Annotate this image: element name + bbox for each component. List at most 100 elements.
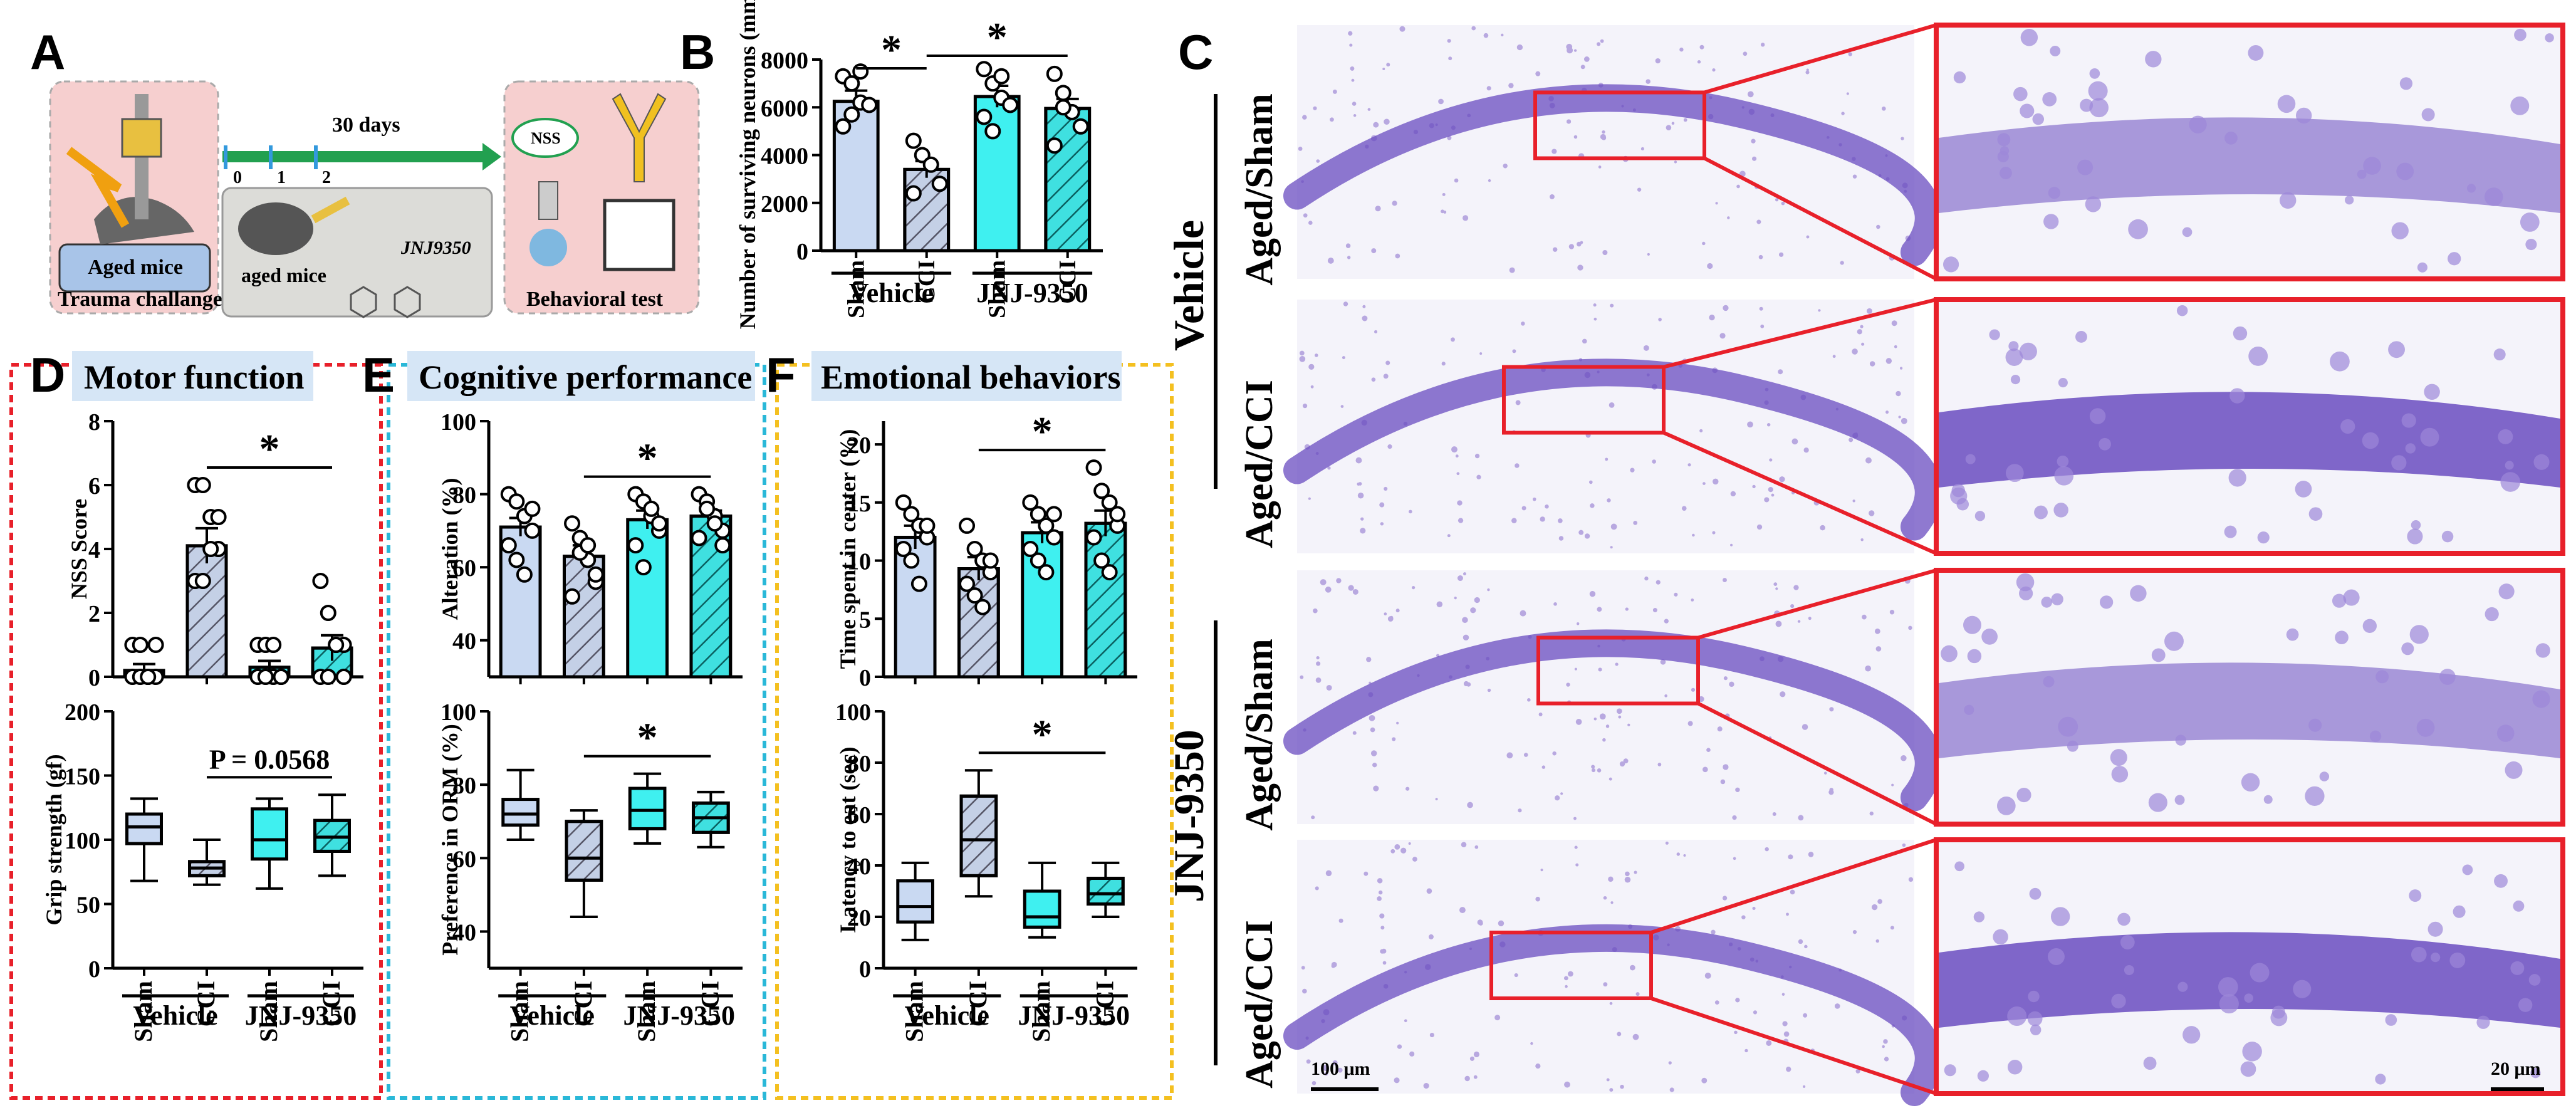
cell-dot — [1404, 1019, 1407, 1023]
cell-dot — [1882, 1045, 1885, 1048]
cell-dot — [1538, 712, 1543, 716]
cell-dot — [1683, 854, 1686, 857]
cell-dot — [1558, 536, 1564, 541]
cell-dot — [1625, 607, 1629, 611]
magnified-cell — [2117, 912, 2130, 926]
magnified-cell — [2496, 724, 2515, 742]
data-point — [905, 185, 922, 202]
group-label-jnj: JNJ-9350 — [1165, 729, 1212, 902]
magnified-cell — [2449, 952, 2466, 968]
cell-dot — [1582, 338, 1587, 344]
data-point — [524, 522, 541, 539]
cell-dot — [1660, 659, 1666, 665]
cell-dot — [1625, 871, 1630, 877]
cell-dot — [1790, 604, 1795, 609]
magnified-cell — [2308, 718, 2322, 732]
cell-dot — [1593, 717, 1597, 721]
magnified-cell — [2176, 305, 2188, 316]
cell-dot — [1591, 768, 1596, 773]
cell-dot — [1781, 993, 1785, 996]
cell-dot — [1392, 737, 1396, 741]
cell-dot — [1875, 646, 1882, 652]
cell-dot — [1719, 333, 1726, 339]
magnified-cell — [2510, 96, 2530, 115]
box-hatch — [565, 820, 603, 882]
cell-dot — [1623, 758, 1629, 764]
cell-dot — [1703, 482, 1706, 485]
zoom-connector — [1697, 701, 1937, 826]
magnified-cell — [2484, 187, 2503, 206]
cell-dot — [1377, 878, 1383, 884]
magnified-cell — [2058, 716, 2078, 737]
magnified-cell — [2466, 184, 2476, 193]
row-label: Aged/CCI — [1238, 920, 1281, 1089]
cell-dot — [1885, 358, 1892, 364]
data-point — [1072, 118, 1089, 135]
cell-dot — [1664, 619, 1669, 624]
cell-dot — [1679, 47, 1684, 52]
tick-1: 1 — [277, 168, 286, 187]
x-category-label: Sham — [843, 260, 869, 318]
cell-dot — [1771, 493, 1775, 497]
cell-dot — [1666, 125, 1672, 130]
cell-dot — [1610, 303, 1614, 308]
y-tick-label: 10 — [847, 549, 871, 575]
cell-dot — [1512, 349, 1516, 353]
magnified-cell — [2462, 864, 2473, 875]
cell-dot — [1308, 221, 1313, 225]
data-point — [931, 175, 948, 192]
cell-dot — [1606, 1078, 1610, 1082]
magnified-cell — [2054, 466, 2074, 486]
data-point — [861, 97, 878, 113]
cell-dot — [1470, 607, 1476, 614]
cell-dot — [1865, 457, 1872, 464]
x-category-label: CCI — [317, 981, 345, 1027]
cell-dot — [1772, 812, 1776, 817]
cell-dot — [1327, 258, 1334, 264]
cell-dot — [1464, 1075, 1470, 1082]
cell-dot — [1540, 869, 1543, 872]
significance-label: * — [881, 27, 902, 73]
y-tick-label: 80 — [452, 773, 476, 799]
cell-dot — [1362, 305, 1366, 308]
magnified-cell — [2057, 455, 2069, 468]
cell-dot — [1474, 597, 1480, 604]
cell-dot — [1871, 904, 1878, 911]
cell-dot — [1426, 888, 1432, 894]
data-point — [852, 63, 869, 80]
cell-dot — [1602, 130, 1605, 134]
significance-label: * — [637, 436, 658, 481]
cell-dot — [1806, 235, 1810, 239]
cell-dot — [1308, 363, 1315, 370]
y-tick-label: 0 — [859, 665, 871, 691]
cell-dot — [1474, 845, 1479, 849]
y-tick-label: 60 — [452, 555, 476, 582]
cell-dot — [1668, 1061, 1672, 1065]
cell-dot — [1766, 423, 1771, 427]
magnified-cell — [2111, 766, 2129, 783]
cell-dot — [1448, 56, 1452, 61]
cell-dot — [1687, 721, 1693, 726]
pyramidal-layer — [1283, 358, 1942, 541]
magnified-cell — [2089, 98, 2109, 118]
y-tick-label: 15 — [847, 491, 871, 517]
cell-dot — [1692, 533, 1695, 537]
cell-dot — [1527, 698, 1531, 702]
cell-dot — [1908, 877, 1914, 882]
cell-dot — [1399, 26, 1405, 32]
magnified-cell — [2020, 29, 2038, 46]
cell-dot — [1550, 194, 1555, 199]
cell-dot — [1486, 86, 1491, 91]
panel-a: A Aged mice Trauma challange 30 days 0 1… — [30, 24, 700, 318]
cell-dot — [1601, 135, 1607, 140]
cell-dot — [1885, 410, 1889, 414]
cell-dot — [1412, 857, 1417, 862]
cell-dot — [1469, 1056, 1474, 1061]
cell-dot — [1382, 961, 1387, 965]
magnified-cell — [2476, 1015, 2490, 1029]
magnified-cell — [2145, 51, 2162, 68]
magnified-cell — [2089, 408, 2106, 424]
cell-dot — [1552, 751, 1557, 756]
magnified-cell — [2295, 481, 2312, 498]
cell-dot — [1658, 318, 1662, 321]
